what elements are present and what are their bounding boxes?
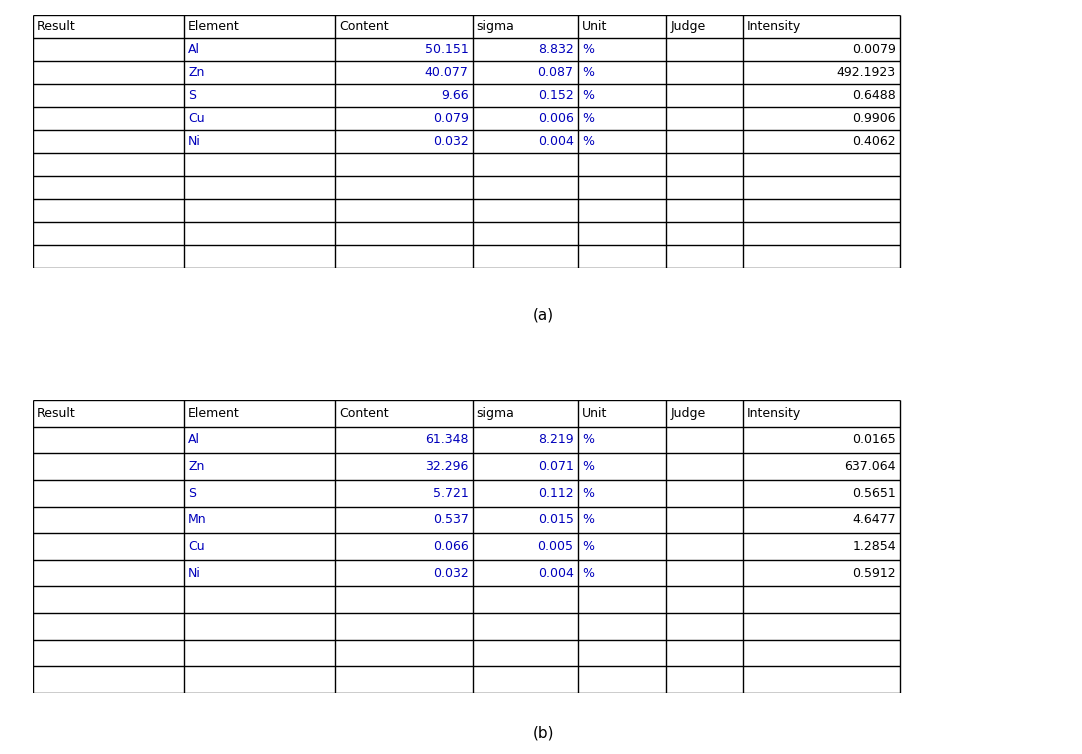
Text: Result: Result	[37, 407, 76, 420]
Text: Al: Al	[188, 43, 200, 56]
Text: 0.087: 0.087	[538, 66, 573, 79]
Text: 0.152: 0.152	[538, 89, 573, 102]
Text: Judge: Judge	[671, 20, 705, 33]
Text: sigma: sigma	[477, 407, 515, 420]
Text: %: %	[582, 135, 594, 148]
Text: 0.5651: 0.5651	[853, 487, 896, 500]
Text: Zn: Zn	[188, 66, 204, 79]
Text: Zn: Zn	[188, 460, 204, 473]
Text: Result: Result	[37, 20, 76, 33]
Text: Unit: Unit	[582, 20, 607, 33]
Text: Al: Al	[188, 434, 200, 446]
Text: 0.112: 0.112	[538, 487, 573, 500]
Text: %: %	[582, 43, 594, 56]
Text: (b): (b)	[532, 725, 554, 740]
Text: %: %	[582, 487, 594, 500]
Text: 0.5912: 0.5912	[853, 567, 896, 580]
Text: 0.9906: 0.9906	[853, 112, 896, 125]
Text: Content: Content	[339, 407, 388, 420]
Text: Ni: Ni	[188, 135, 201, 148]
Text: %: %	[582, 112, 594, 125]
Text: 32.296: 32.296	[425, 460, 469, 473]
Text: 50.151: 50.151	[425, 43, 469, 56]
Text: 0.004: 0.004	[538, 135, 573, 148]
Text: 0.004: 0.004	[538, 567, 573, 580]
Text: 0.015: 0.015	[538, 513, 573, 526]
Text: Cu: Cu	[188, 540, 204, 553]
Text: 0.079: 0.079	[433, 112, 469, 125]
Text: 492.1923: 492.1923	[836, 66, 896, 79]
Text: 9.66: 9.66	[441, 89, 469, 102]
Text: 5.721: 5.721	[433, 487, 469, 500]
Text: 8.832: 8.832	[538, 43, 573, 56]
Text: %: %	[582, 434, 594, 446]
Text: 61.348: 61.348	[425, 434, 469, 446]
Text: 1.2854: 1.2854	[853, 540, 896, 553]
Text: 0.6488: 0.6488	[853, 89, 896, 102]
Text: 0.537: 0.537	[433, 513, 469, 526]
Text: %: %	[582, 460, 594, 473]
Text: 0.0079: 0.0079	[852, 43, 896, 56]
Text: Content: Content	[339, 20, 388, 33]
Text: Ni: Ni	[188, 567, 201, 580]
Text: 637.064: 637.064	[844, 460, 896, 473]
Text: Mn: Mn	[188, 513, 207, 526]
Text: Element: Element	[188, 20, 240, 33]
Text: Unit: Unit	[582, 407, 607, 420]
Text: %: %	[582, 513, 594, 526]
Text: Element: Element	[188, 407, 240, 420]
Text: %: %	[582, 89, 594, 102]
Text: Intensity: Intensity	[747, 407, 802, 420]
Text: S: S	[188, 89, 196, 102]
Text: (a): (a)	[532, 308, 554, 323]
Text: 0.005: 0.005	[538, 540, 573, 553]
Text: %: %	[582, 567, 594, 580]
Text: S: S	[188, 487, 196, 500]
Text: 0.032: 0.032	[433, 567, 469, 580]
Text: 40.077: 40.077	[424, 66, 469, 79]
Text: 8.219: 8.219	[538, 434, 573, 446]
Text: Intensity: Intensity	[747, 20, 802, 33]
Text: 0.071: 0.071	[538, 460, 573, 473]
Text: 4.6477: 4.6477	[853, 513, 896, 526]
Text: sigma: sigma	[477, 20, 515, 33]
Text: 0.0165: 0.0165	[853, 434, 896, 446]
Text: 0.066: 0.066	[433, 540, 469, 553]
Text: 0.006: 0.006	[538, 112, 573, 125]
Text: %: %	[582, 540, 594, 553]
Text: 0.032: 0.032	[433, 135, 469, 148]
Text: Cu: Cu	[188, 112, 204, 125]
Text: 0.4062: 0.4062	[853, 135, 896, 148]
Text: Judge: Judge	[671, 407, 705, 420]
Text: %: %	[582, 66, 594, 79]
